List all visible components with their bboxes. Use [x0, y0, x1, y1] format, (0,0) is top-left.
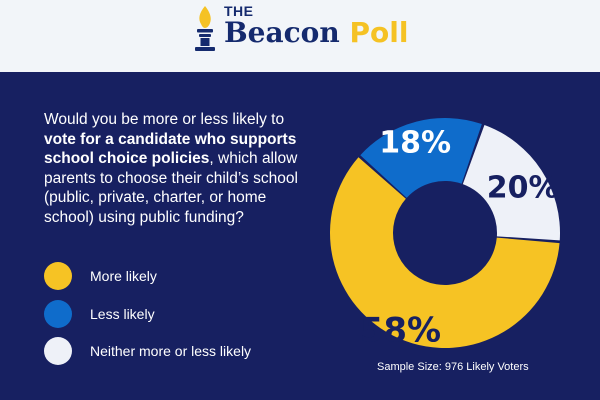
donut-slice-more-likely: [330, 157, 560, 348]
legend-swatch-more-likely: [44, 262, 72, 290]
sample-size-note: Sample Size: 976 Likely Voters: [377, 361, 529, 373]
question-rest: , which allow parents to choose their ch…: [44, 150, 298, 226]
data-label-more-likely: 58%: [360, 310, 441, 348]
legend-item-less-likely: Less likely: [44, 300, 304, 330]
data-label-less-likely: 18%: [379, 125, 451, 160]
data-label-neither-more-or-less-likely: 20%: [487, 170, 559, 205]
donut-chart: 18% 20% 58%: [330, 118, 560, 348]
donut-slice-less-likely: [360, 118, 482, 198]
legend-label-neither: Neither more or less likely: [90, 343, 252, 359]
legend-label-less-likely: Less likely: [90, 306, 155, 322]
brand-name-poll: Poll: [349, 16, 409, 49]
header: THE Beacon Poll: [0, 0, 600, 72]
torch-logo-icon: [195, 6, 215, 51]
legend-item-more-likely: More likely: [44, 262, 304, 292]
legend-swatch-neither: [44, 337, 72, 365]
legend-item-neither: Neither more or less likely: [44, 337, 304, 367]
legend-swatch-less-likely: [44, 300, 72, 328]
question-intro: Would you be more or less likely to: [44, 111, 285, 128]
brand-title: Beacon Poll: [224, 16, 408, 49]
legend-label-more-likely: More likely: [90, 268, 157, 284]
survey-question: Would you be more or less likely to vote…: [44, 110, 314, 228]
question-emphasis: vote for a candidate who supports school…: [44, 130, 297, 168]
brand-name-beacon: Beacon: [224, 16, 340, 49]
brand-prefix: THE: [224, 3, 254, 19]
donut-slice-neither-more-or-less-likely: [462, 124, 560, 241]
